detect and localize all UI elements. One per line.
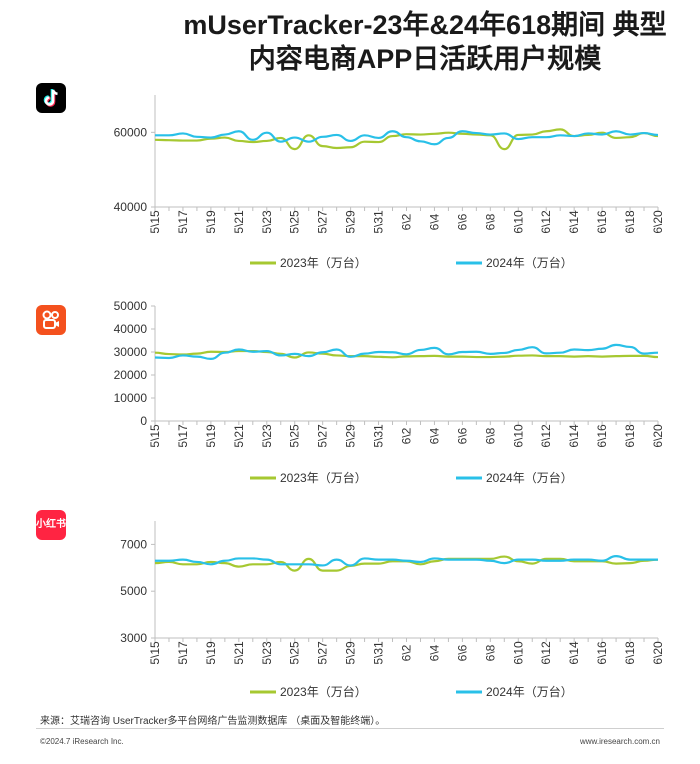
x-tick-label: 6\20: [651, 424, 665, 448]
x-tick-label: 5\27: [316, 641, 330, 665]
series-line-2024: [155, 554, 658, 567]
x-tick-label: 6\4: [427, 427, 441, 444]
copyright-text: ©2024.7 iResearch Inc.: [40, 737, 124, 746]
x-tick-label: 5\23: [260, 641, 274, 665]
x-tick-label: 6\10: [511, 210, 525, 234]
x-tick-label: 6\4: [427, 213, 441, 230]
x-tick-label: 6\8: [483, 427, 497, 444]
y-tick-label: 10000: [114, 391, 148, 405]
x-tick-label: 6\18: [623, 424, 637, 448]
series-line-2024: [155, 130, 659, 146]
y-tick-label: 50000: [114, 300, 148, 313]
x-tick-label: 5\23: [260, 424, 274, 448]
y-tick-label: 5000: [120, 584, 147, 598]
legend-label: 2023年（万台）: [280, 255, 367, 270]
chart-title-line2: 内容电商APP日活跃用户规模: [248, 44, 602, 74]
x-tick-label: 5\27: [316, 210, 330, 234]
x-tick-label: 6\8: [483, 213, 497, 230]
series-line-2023: [154, 349, 659, 359]
xiaohongshu-logo-text: 小红书: [36, 519, 66, 530]
x-tick-label: 5\19: [204, 210, 218, 234]
x-tick-label: 6\12: [539, 210, 553, 234]
x-tick-label: 5\17: [176, 424, 190, 448]
x-tick-label: 6\6: [455, 644, 469, 661]
legend-label: 2023年（万台）: [280, 684, 367, 699]
x-tick-label: 6\16: [595, 641, 609, 665]
x-tick-label: 5\25: [288, 424, 302, 448]
x-tick-label: 5\29: [344, 210, 358, 234]
x-tick-label: 5\31: [372, 210, 386, 234]
xiaohongshu-icon: 小红书: [36, 510, 66, 540]
x-tick-label: 5\25: [288, 641, 302, 665]
chart-title: mUserTracker-23年&24年618期间 典型 内容电商APP日活跃用…: [0, 8, 700, 76]
chart-title-line1: mUserTracker-23年&24年618期间 典型: [183, 10, 667, 40]
y-tick-label: 7000: [120, 537, 147, 551]
x-tick-label: 6\16: [595, 424, 609, 448]
x-tick-label: 5\21: [232, 210, 246, 234]
y-tick-label: 20000: [114, 368, 148, 382]
y-tick-label: 3000: [120, 631, 147, 645]
y-tick-label: 40000: [114, 322, 148, 336]
x-tick-label: 5\25: [288, 210, 302, 234]
y-tick-label: 30000: [114, 345, 148, 359]
legend-label: 2024年（万台）: [486, 470, 573, 485]
x-tick-label: 6\14: [567, 641, 581, 665]
x-tick-label: 5\21: [232, 641, 246, 665]
x-tick-label: 6\20: [651, 641, 665, 665]
y-tick-label: 60000: [114, 125, 148, 139]
legend-label: 2024年（万台）: [486, 684, 573, 699]
y-tick-label: 0: [140, 414, 147, 428]
x-tick-label: 5\27: [316, 424, 330, 448]
x-tick-label: 6\14: [567, 424, 581, 448]
x-tick-label: 6\20: [651, 210, 665, 234]
footer-divider: [36, 728, 664, 729]
x-tick-label: 6\2: [400, 213, 414, 230]
x-tick-label: 6\2: [400, 644, 414, 661]
x-tick-label: 5\31: [372, 641, 386, 665]
x-tick-label: 6\14: [567, 210, 581, 234]
kuaishou-dau-chart: 0 10000 20000 30000 40000 50000 5\15 5\17 5\19 5\…: [114, 300, 665, 485]
source-note: 来源：艾瑞咨询 UserTracker多平台网络广告监测数据库 （桌面及智能终端…: [40, 716, 386, 727]
x-tick-label: 6\6: [455, 213, 469, 230]
legend-label: 2024年（万台）: [486, 255, 573, 270]
website-link[interactable]: www.iresearch.com.cn: [579, 737, 660, 746]
douyin-icon: [36, 83, 66, 113]
x-tick-label: 5\15: [148, 641, 162, 665]
x-tick-label: 5\15: [148, 424, 162, 448]
x-tick-label: 5\19: [204, 424, 218, 448]
x-tick-label: 6\16: [595, 210, 609, 234]
kuaishou-icon: [36, 305, 66, 335]
x-tick-label: 5\15: [148, 210, 162, 234]
x-tick-label: 6\18: [623, 641, 637, 665]
x-tick-label: 5\17: [176, 641, 190, 665]
x-tick-label: 6\10: [511, 641, 525, 665]
legend-label: 2023年（万台）: [280, 470, 367, 485]
x-tick-label: 6\6: [455, 427, 469, 444]
x-tick-label: 5\31: [372, 424, 386, 448]
x-tick-label: 6\12: [539, 424, 553, 448]
x-tick-label: 5\19: [204, 641, 218, 665]
douyin-dau-chart: 40000 60000 5\15 5\17 5\19 5\21 5\23 5\25 5\27 5\…: [114, 95, 665, 270]
x-tick-label: 5\29: [344, 641, 358, 665]
x-tick-label: 5\23: [260, 210, 274, 234]
x-tick-label: 5\21: [232, 424, 246, 448]
x-tick-label: 6\12: [539, 641, 553, 665]
x-tick-label: 5\29: [344, 424, 358, 448]
y-tick-label: 40000: [114, 200, 148, 214]
x-tick-label: 6\4: [427, 644, 441, 661]
x-tick-label: 5\17: [176, 210, 190, 234]
series-line-2024: [154, 343, 659, 361]
x-tick-label: 6\8: [483, 644, 497, 661]
x-tick-label: 6\18: [623, 210, 637, 234]
xiaohongshu-dau-chart: 3000 5000 7000 5\15 5\17 5\19 5\21 5\23 5\25 5\27…: [120, 521, 665, 699]
x-tick-label: 6\2: [400, 427, 414, 444]
x-tick-label: 6\10: [511, 424, 525, 448]
